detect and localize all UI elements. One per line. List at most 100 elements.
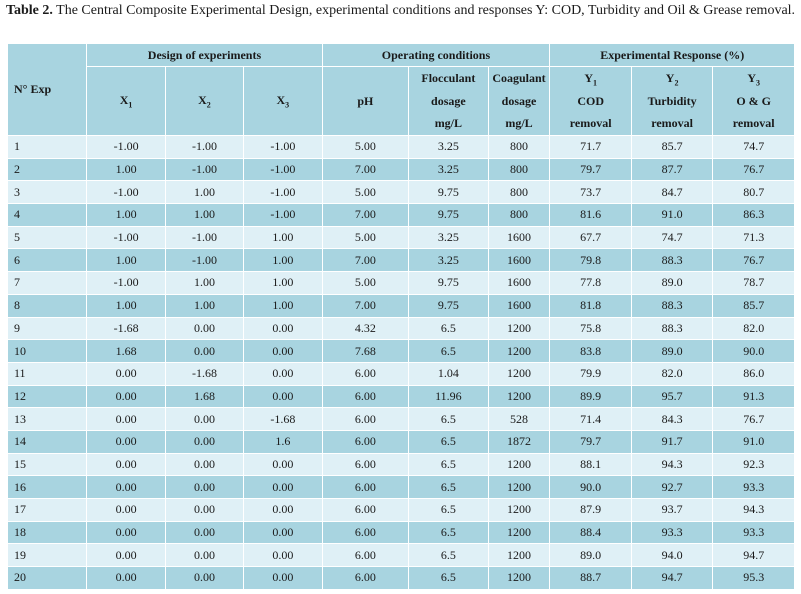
table-row: 12 0.00 1.68 0.00 6.00 11.96 1200 89.9 95.7 91.3 xyxy=(6,384,795,409)
cell-x3: 1.00 xyxy=(243,293,323,318)
cell-x1: 0.00 xyxy=(86,407,166,431)
table-row: 14 0.00 0.00 1.6 6.00 6.5 1872 79.7 91.7 91.0 xyxy=(6,429,795,454)
table-row: 20 0.00 0.00 0.00 6.00 6.5 1200 88.7 94.7 95.3 xyxy=(6,566,795,590)
cell-y2-turbidity: 82.0 xyxy=(630,361,714,386)
cell-flocculant-dosage: 6.5 xyxy=(408,429,489,454)
header-operating-conditions: Operating conditions xyxy=(321,43,551,67)
cell-ph: 6.00 xyxy=(321,566,410,590)
cell-exp-number: 10 xyxy=(6,339,88,363)
cell-x2: 0.00 xyxy=(164,339,245,363)
cell-coagulant-dosage: 1600 xyxy=(487,271,551,295)
cell-y2-turbidity: 93.3 xyxy=(630,520,714,545)
cell-exp-number: 9 xyxy=(6,316,88,341)
cell-x1: 0.00 xyxy=(86,361,166,386)
cell-x2: 1.00 xyxy=(164,293,245,318)
cell-x1: 0.00 xyxy=(86,498,166,522)
cell-ph: 5.00 xyxy=(321,271,410,295)
cell-y3-og: 95.3 xyxy=(712,566,795,590)
cell-x3: 0.00 xyxy=(243,520,323,545)
cell-y3-og: 93.3 xyxy=(712,475,795,499)
table-row: 2 1.00 -1.00 -1.00 7.00 3.25 800 79.7 87.7 76.7 xyxy=(6,157,795,182)
cell-y1-cod: 79.8 xyxy=(549,248,632,273)
cell-exp-number: 2 xyxy=(6,157,88,182)
cell-coagulant-dosage: 800 xyxy=(487,203,551,227)
cell-ph: 5.00 xyxy=(321,180,410,205)
header-x3: X3 xyxy=(243,66,323,136)
cell-y1-cod: 89.0 xyxy=(549,543,632,568)
cell-y2-turbidity: 84.7 xyxy=(630,180,714,205)
cell-y1-cod: 71.4 xyxy=(549,407,632,431)
cell-flocculant-dosage: 6.5 xyxy=(408,339,489,363)
cell-y3-og: 78.7 xyxy=(712,271,795,295)
cell-x1: -1.68 xyxy=(86,316,166,341)
cell-coagulant-dosage: 1200 xyxy=(487,498,551,522)
cell-x3: 1.00 xyxy=(243,225,323,250)
header-y1-cod-removal: Y1 COD removal xyxy=(549,66,632,136)
table-row: 8 1.00 1.00 1.00 7.00 9.75 1600 81.8 88.3 85.7 xyxy=(6,293,795,318)
header-x1: X1 xyxy=(86,66,166,136)
cell-coagulant-dosage: 800 xyxy=(487,157,551,182)
cell-coagulant-dosage: 1200 xyxy=(487,566,551,590)
cell-y2-turbidity: 92.7 xyxy=(630,475,714,499)
cell-y3-og: 91.0 xyxy=(712,429,795,454)
cell-coagulant-dosage: 1600 xyxy=(487,293,551,318)
cell-y3-og: 94.7 xyxy=(712,543,795,568)
cell-ph: 6.00 xyxy=(321,475,410,499)
cell-ph: 7.00 xyxy=(321,203,410,227)
cell-x2: -1.00 xyxy=(164,248,245,273)
cell-y3-og: 71.3 xyxy=(712,225,795,250)
cell-flocculant-dosage: 11.96 xyxy=(408,384,489,409)
cell-ph: 7.00 xyxy=(321,248,410,273)
cell-coagulant-dosage: 1600 xyxy=(487,225,551,250)
cell-x3: 0.00 xyxy=(243,339,323,363)
cell-coagulant-dosage: 1200 xyxy=(487,361,551,386)
cell-x3: -1.68 xyxy=(243,407,323,431)
header-y2-turbidity-removal: Y2 Turbidity removal xyxy=(630,66,714,136)
cell-x2: 1.00 xyxy=(164,180,245,205)
cell-y1-cod: 88.7 xyxy=(549,566,632,590)
cell-y2-turbidity: 91.0 xyxy=(630,203,714,227)
cell-y2-turbidity: 94.0 xyxy=(630,543,714,568)
cell-y2-turbidity: 88.3 xyxy=(630,316,714,341)
cell-x3: -1.00 xyxy=(243,135,323,159)
table-row: 3 -1.00 1.00 -1.00 5.00 9.75 800 73.7 84.7 80.7 xyxy=(6,180,795,205)
cell-x2: 0.00 xyxy=(164,407,245,431)
cell-exp-number: 8 xyxy=(6,293,88,318)
cell-coagulant-dosage: 1200 xyxy=(487,452,551,477)
table-row: 4 1.00 1.00 -1.00 7.00 9.75 800 81.6 91.0 86.3 xyxy=(6,203,795,227)
cell-ph: 6.00 xyxy=(321,520,410,545)
cell-ph: 6.00 xyxy=(321,543,410,568)
cell-coagulant-dosage: 1200 xyxy=(487,520,551,545)
cell-y1-cod: 71.7 xyxy=(549,135,632,159)
cell-x1: 0.00 xyxy=(86,475,166,499)
cell-y1-cod: 73.7 xyxy=(549,180,632,205)
cell-x1: 0.00 xyxy=(86,384,166,409)
table-row: 16 0.00 0.00 0.00 6.00 6.5 1200 90.0 92.7 93.3 xyxy=(6,475,795,499)
cell-x3: 0.00 xyxy=(243,316,323,341)
cell-ph: 6.00 xyxy=(321,429,410,454)
cell-y3-og: 91.3 xyxy=(712,384,795,409)
cell-y1-cod: 89.9 xyxy=(549,384,632,409)
cell-y3-og: 86.0 xyxy=(712,361,795,386)
cell-y2-turbidity: 88.3 xyxy=(630,248,714,273)
cell-y2-turbidity: 95.7 xyxy=(630,384,714,409)
cell-flocculant-dosage: 6.5 xyxy=(408,520,489,545)
cell-ph: 6.00 xyxy=(321,498,410,522)
cell-ph: 6.00 xyxy=(321,361,410,386)
cell-y2-turbidity: 94.7 xyxy=(630,566,714,590)
cell-y1-cod: 81.6 xyxy=(549,203,632,227)
cell-y2-turbidity: 89.0 xyxy=(630,339,714,363)
cell-x1: 0.00 xyxy=(86,429,166,454)
cell-y3-og: 94.3 xyxy=(712,498,795,522)
cell-x3: 0.00 xyxy=(243,566,323,590)
cell-y1-cod: 79.7 xyxy=(549,429,632,454)
table-row: 1 -1.00 -1.00 -1.00 5.00 3.25 800 71.7 85.7 74.7 xyxy=(6,135,795,159)
cell-exp-number: 18 xyxy=(6,520,88,545)
cell-x2: 0.00 xyxy=(164,566,245,590)
cell-y2-turbidity: 74.7 xyxy=(630,225,714,250)
cell-x2: 0.00 xyxy=(164,475,245,499)
cell-exp-number: 19 xyxy=(6,543,88,568)
cell-y2-turbidity: 85.7 xyxy=(630,135,714,159)
cell-coagulant-dosage: 1200 xyxy=(487,543,551,568)
